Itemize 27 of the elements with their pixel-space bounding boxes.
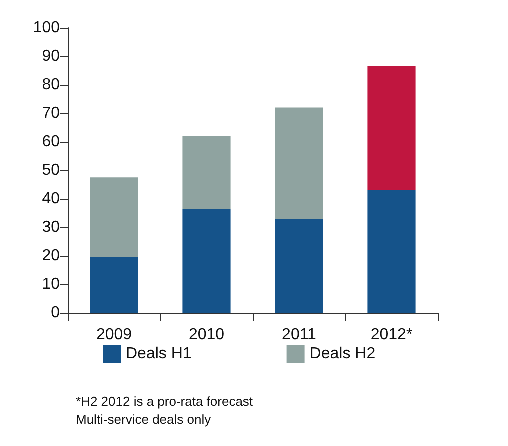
x-tick-label: 2009 [96,326,132,344]
y-tick-label: 80 [42,76,60,94]
bar [90,257,138,313]
legend-label: Deals H1 [126,346,192,362]
text: *H2 2012 is a pro-rata forecast [76,394,254,409]
y-tick-label: 70 [42,105,60,122]
y-tick-label: 30 [42,219,60,236]
y-tick-label: 90 [42,48,60,65]
y-tick-label: 40 [42,190,60,208]
y-tick-label: 100 [33,20,60,36]
x-tick-label: 2010 [188,326,225,344]
bar [275,108,324,219]
bar [90,178,138,258]
y-tick-label: 0 [51,304,60,322]
x-tick-label: 2011 [282,326,317,344]
bar [368,66,416,190]
x-tick-label: 2012* [370,326,413,344]
bar [275,218,324,313]
legend-label: Deals H2 [310,346,376,362]
bar [182,136,231,209]
bar [368,190,416,313]
y-tick-label: 60 [42,134,60,150]
text: Multi-service deals only [76,412,212,427]
y-tick-label: 50 [42,162,60,179]
y-tick-label: 20 [42,248,60,264]
y-tick-label: 10 [42,276,60,293]
bar [182,208,231,313]
